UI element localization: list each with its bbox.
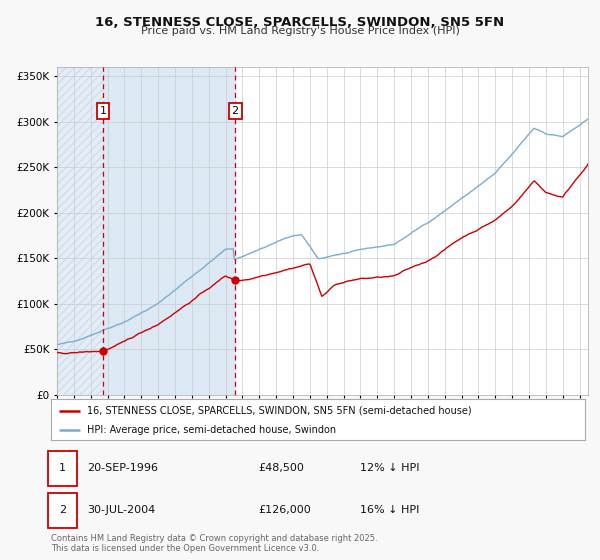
Text: Contains HM Land Registry data © Crown copyright and database right 2025.
This d: Contains HM Land Registry data © Crown c… <box>51 534 377 553</box>
Bar <box>57 67 103 395</box>
Text: 1: 1 <box>100 106 106 116</box>
Text: 20-SEP-1996: 20-SEP-1996 <box>87 463 158 473</box>
Text: 16, STENNESS CLOSE, SPARCELLS, SWINDON, SN5 5FN (semi-detached house): 16, STENNESS CLOSE, SPARCELLS, SWINDON, … <box>88 405 472 416</box>
Text: 30-JUL-2004: 30-JUL-2004 <box>87 505 155 515</box>
Text: £48,500: £48,500 <box>258 463 304 473</box>
Text: £126,000: £126,000 <box>258 505 311 515</box>
Text: 16% ↓ HPI: 16% ↓ HPI <box>360 505 419 515</box>
Text: 1: 1 <box>59 463 66 473</box>
Text: HPI: Average price, semi-detached house, Swindon: HPI: Average price, semi-detached house,… <box>88 424 337 435</box>
Text: 2: 2 <box>232 106 239 116</box>
Text: 16, STENNESS CLOSE, SPARCELLS, SWINDON, SN5 5FN: 16, STENNESS CLOSE, SPARCELLS, SWINDON, … <box>95 16 505 29</box>
Text: 2: 2 <box>59 505 66 515</box>
Text: Price paid vs. HM Land Registry's House Price Index (HPI): Price paid vs. HM Land Registry's House … <box>140 26 460 36</box>
Bar <box>103 67 235 395</box>
Bar <box>57 67 103 395</box>
Text: 12% ↓ HPI: 12% ↓ HPI <box>360 463 419 473</box>
